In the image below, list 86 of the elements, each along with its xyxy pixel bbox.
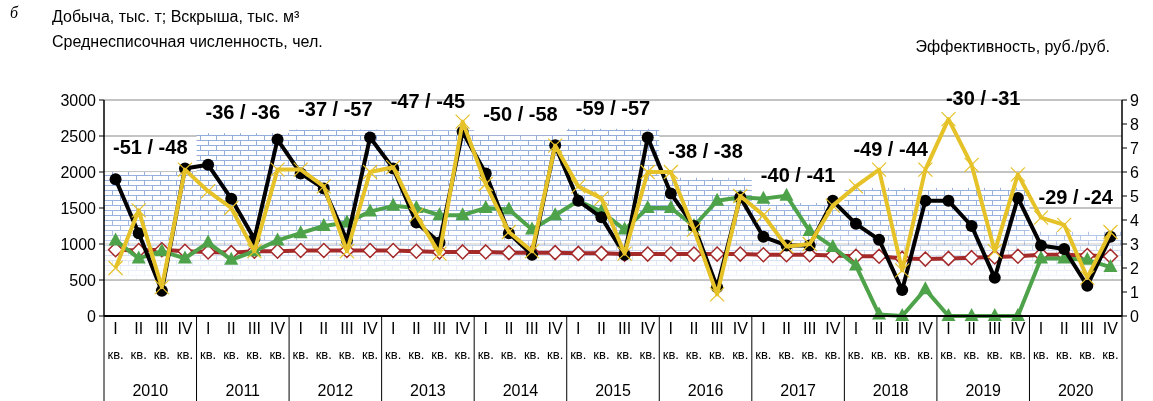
annotation: -49 / -44 — [853, 137, 929, 160]
x-tick-label: III кв. — [246, 320, 263, 362]
x-tick-label: III кв. — [523, 320, 541, 362]
y2-tick-label: 3 — [1130, 236, 1139, 253]
y2-axis-title: Эффективность, руб./руб. — [915, 38, 1110, 55]
x-tick-label: II кв. — [500, 320, 517, 362]
x-tick-label: II кв. — [870, 320, 888, 362]
y2-tick-label: 6 — [1130, 164, 1139, 181]
text: 2016 — [687, 382, 724, 399]
x-tick-label: IV кв. — [454, 320, 471, 362]
x-tick-label: IV кв. — [917, 320, 934, 362]
text: 2014 — [502, 382, 539, 399]
x-tick-label: I кв. — [755, 320, 772, 362]
x-tick-label: I кв. — [662, 320, 679, 362]
x-tick-label: III кв. — [709, 320, 726, 362]
x-tick-label: IV кв. — [361, 320, 379, 362]
y2-tick-label: 9 — [1130, 92, 1139, 109]
x-tick-label: III кв. — [894, 320, 911, 362]
annotation: -30 / -31 — [945, 87, 1021, 110]
x-tick-label: II кв. — [593, 320, 610, 362]
x-tick-label: II кв. — [1056, 320, 1073, 362]
x-tick-label: III кв. — [153, 320, 170, 362]
annotation: -50 / -58 — [483, 103, 558, 126]
annotation: -59 / -57 — [575, 96, 651, 119]
x-tick-label: IV кв. — [824, 320, 841, 362]
x-tick-label: II кв. — [685, 320, 703, 362]
x-tick-label: II кв. — [315, 320, 332, 362]
text: 2019 — [965, 382, 1002, 399]
x-tick-label: I кв. — [477, 320, 494, 362]
x-tick-label: III кв. — [1079, 320, 1096, 362]
x-tick-label: I кв. — [200, 320, 217, 362]
x-tick-label: I кв. — [940, 320, 957, 362]
y-tick-label: 2000 — [60, 164, 97, 181]
annotation: -51 / -48 — [113, 136, 188, 159]
x-tick-label: II кв. — [963, 320, 980, 362]
x-tick-label: III кв. — [338, 320, 356, 362]
x-tick-label: I кв. — [292, 320, 309, 362]
x-tick-label: IV кв. — [1009, 320, 1026, 362]
annotation: -37 / -57 — [298, 97, 373, 120]
text: 2017 — [780, 382, 816, 399]
x-tick-label: I кв. — [107, 320, 124, 362]
annotation: -36 / -36 — [205, 101, 281, 124]
x-tick-label: I кв. — [570, 320, 587, 362]
x-tick-label: III кв. — [616, 320, 633, 362]
y2-tick-label: 1 — [1130, 284, 1139, 301]
annotation: -40 / -41 — [760, 163, 836, 186]
text: 2012 — [317, 382, 354, 399]
y-axis-title: Добыча, тыс. т; Вскрыша, тыс. м³ Среднесписочная численность, чел. — [52, 8, 323, 50]
y2-tick-label: 0 — [1130, 308, 1139, 325]
text: б — [10, 4, 19, 21]
annotation: -38 / -38 — [668, 140, 743, 162]
y2-tick-label: 5 — [1130, 188, 1139, 205]
x-tick-label: III кв. — [801, 320, 818, 362]
annotation: -29 / -24 — [1038, 185, 1114, 208]
text: 2018 — [872, 382, 909, 399]
x-tick-label: IV кв. — [176, 320, 194, 362]
y2-tick-label: 4 — [1130, 212, 1139, 229]
x-tick-label: III кв. — [431, 320, 448, 362]
x-tick-label: IV кв. — [547, 320, 564, 362]
text: 2010 — [132, 382, 169, 399]
x-tick-label: II кв. — [778, 320, 795, 362]
y2-tick-label: 7 — [1130, 140, 1139, 157]
y-tick-label: 1000 — [60, 236, 97, 253]
x-tick-label: III кв. — [986, 320, 1003, 362]
text: 2015 — [595, 382, 631, 399]
x-tick-label: II кв. — [130, 320, 147, 362]
text: 2011 — [225, 382, 261, 399]
y-tick-label: 0 — [87, 308, 97, 325]
x-tick-label: II кв. — [408, 320, 425, 362]
y-tick-label: 500 — [69, 272, 97, 289]
annotation: -47 / -45 — [390, 89, 466, 112]
x-tick-label: IV кв. — [639, 320, 656, 362]
text: 2020 — [1057, 382, 1094, 399]
x-tick-label: IV кв. — [269, 320, 286, 362]
y-tick-label: 2500 — [60, 128, 97, 145]
x-tick-label: IV кв. — [732, 320, 749, 362]
x-tick-label: I кв. — [847, 320, 865, 362]
y-tick-label: 3000 — [60, 92, 97, 109]
x-tick-label: I кв. — [385, 320, 402, 362]
y2-tick-label: 8 — [1130, 116, 1139, 133]
x-tick-label: II кв. — [223, 320, 240, 362]
text: 2013 — [410, 382, 446, 399]
y-tick-label: 1500 — [60, 200, 97, 217]
x-tick-label: IV кв. — [1102, 320, 1119, 362]
y2-tick-label: 2 — [1130, 260, 1139, 277]
x-tick-label: I кв. — [1032, 320, 1050, 362]
